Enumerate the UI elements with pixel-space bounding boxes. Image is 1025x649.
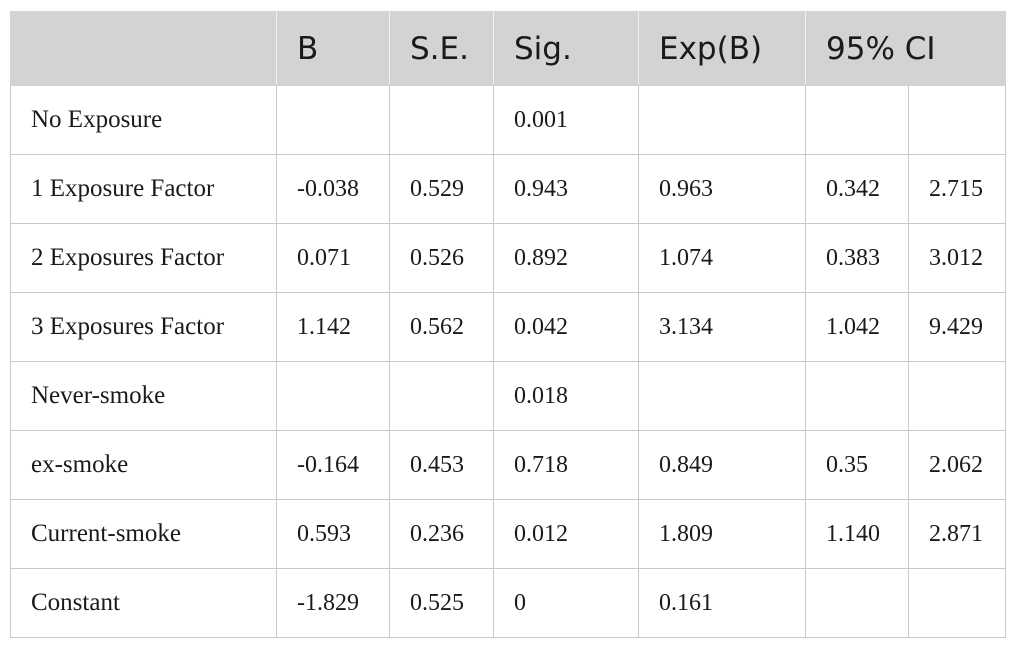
- cell-se: 0.236: [389, 499, 494, 569]
- cell-b: 1.142: [276, 292, 390, 362]
- cell-sig: 0.001: [493, 85, 639, 155]
- cell-ci-lower: 0.383: [805, 223, 909, 293]
- row-label: 3 Exposures Factor: [10, 292, 277, 362]
- cell-sig: 0.718: [493, 430, 639, 500]
- row-label: 1 Exposure Factor: [10, 154, 277, 224]
- regression-table: B S.E. Sig. Exp(B) 95% CI No Exposure 0.…: [10, 11, 1007, 638]
- row-label: ex-smoke: [10, 430, 277, 500]
- cell-expb: 3.134: [638, 292, 806, 362]
- cell-ci-lower: [805, 568, 909, 638]
- row-label: Constant: [10, 568, 277, 638]
- cell-ci-lower: [805, 85, 909, 155]
- cell-b: [276, 361, 390, 431]
- cell-se: [389, 85, 494, 155]
- cell-sig: 0: [493, 568, 639, 638]
- cell-ci-lower: 0.35: [805, 430, 909, 500]
- cell-se: 0.526: [389, 223, 494, 293]
- header-se: S.E.: [389, 11, 494, 86]
- cell-b: -1.829: [276, 568, 390, 638]
- cell-sig: 0.012: [493, 499, 639, 569]
- cell-b: 0.071: [276, 223, 390, 293]
- cell-se: 0.525: [389, 568, 494, 638]
- table-row: No Exposure 0.001: [10, 85, 1007, 155]
- cell-ci-lower: [805, 361, 909, 431]
- cell-b: 0.593: [276, 499, 390, 569]
- cell-expb: [638, 361, 806, 431]
- cell-b: -0.164: [276, 430, 390, 500]
- row-label: Never-smoke: [10, 361, 277, 431]
- table-row: 2 Exposures Factor 0.071 0.526 0.892 1.0…: [10, 223, 1007, 293]
- cell-expb: 0.849: [638, 430, 806, 500]
- row-label: Current-smoke: [10, 499, 277, 569]
- cell-ci-upper: 2.062: [907, 430, 1007, 500]
- table-body: No Exposure 0.001 1 Exposure Factor -0.0…: [10, 85, 1007, 638]
- cell-sig: 0.943: [493, 154, 639, 224]
- cell-ci-upper: [907, 361, 1007, 431]
- cell-ci-upper: 2.715: [907, 154, 1007, 224]
- cell-se: 0.562: [389, 292, 494, 362]
- header-sig: Sig.: [493, 11, 639, 86]
- cell-se: 0.529: [389, 154, 494, 224]
- cell-ci-upper: 2.871: [907, 499, 1007, 569]
- header-95-ci: 95% CI: [804, 11, 1007, 86]
- cell-b: -0.038: [276, 154, 390, 224]
- cell-se: 0.453: [389, 430, 494, 500]
- table-row: 1 Exposure Factor -0.038 0.529 0.943 0.9…: [10, 154, 1007, 224]
- table-row: Current-smoke 0.593 0.236 0.012 1.809 1.…: [10, 499, 1007, 569]
- table-row: ex-smoke -0.164 0.453 0.718 0.849 0.35 2…: [10, 430, 1007, 500]
- cell-b: [276, 85, 390, 155]
- table-row: Never-smoke 0.018: [10, 361, 1007, 431]
- cell-expb: 1.074: [638, 223, 806, 293]
- header-blank: [10, 11, 277, 86]
- cell-sig: 0.018: [493, 361, 639, 431]
- cell-ci-lower: 1.140: [805, 499, 909, 569]
- header-b: B: [276, 11, 390, 86]
- cell-ci-upper: 9.429: [907, 292, 1007, 362]
- row-label: No Exposure: [10, 85, 277, 155]
- cell-ci-upper: [907, 568, 1007, 638]
- cell-ci-upper: [907, 85, 1007, 155]
- row-label: 2 Exposures Factor: [10, 223, 277, 293]
- header-expb: Exp(B): [638, 11, 806, 86]
- table-row: Constant -1.829 0.525 0 0.161: [10, 568, 1007, 638]
- header-row: B S.E. Sig. Exp(B) 95% CI: [10, 11, 1007, 86]
- cell-se: [389, 361, 494, 431]
- cell-expb: 0.963: [638, 154, 806, 224]
- cell-ci-lower: 1.042: [805, 292, 909, 362]
- cell-ci-lower: 0.342: [805, 154, 909, 224]
- cell-expb: [638, 85, 806, 155]
- cell-ci-upper: 3.012: [907, 223, 1007, 293]
- cell-expb: 1.809: [638, 499, 806, 569]
- table-row: 3 Exposures Factor 1.142 0.562 0.042 3.1…: [10, 292, 1007, 362]
- cell-sig: 0.892: [493, 223, 639, 293]
- cell-sig: 0.042: [493, 292, 639, 362]
- cell-expb: 0.161: [638, 568, 806, 638]
